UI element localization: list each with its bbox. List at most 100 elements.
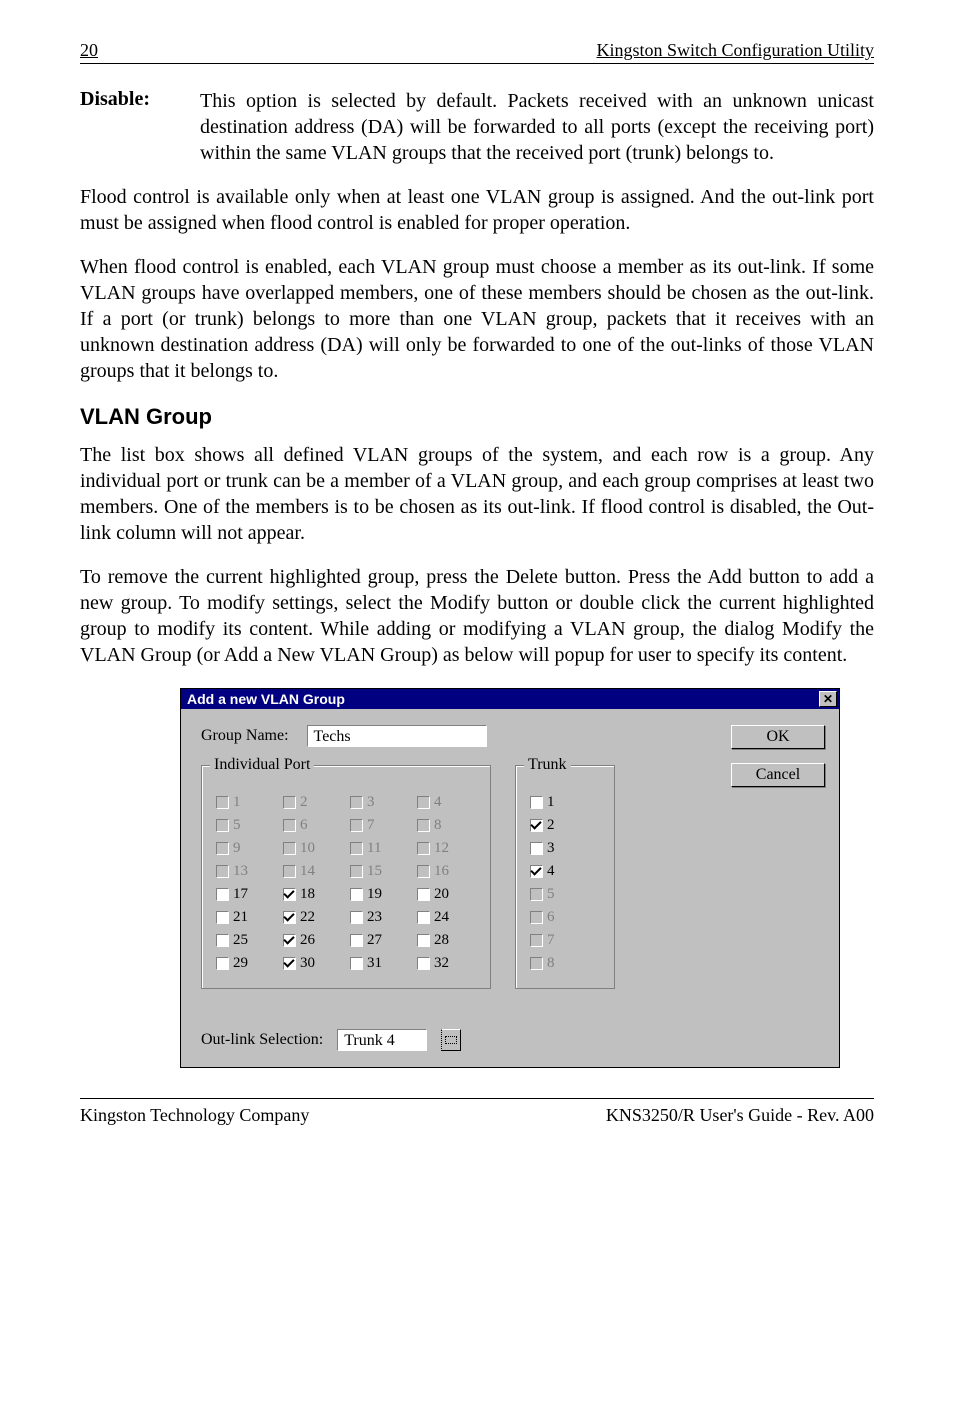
- checkbox-label: 3: [547, 840, 555, 857]
- checkbox-box[interactable]: [350, 957, 363, 970]
- checkbox-box: [530, 888, 543, 901]
- checkbox-box[interactable]: [530, 865, 543, 878]
- checkbox-label: 10: [300, 840, 315, 857]
- checkbox-box[interactable]: [216, 888, 229, 901]
- outlink-label: Out-link Selection:: [201, 1031, 323, 1049]
- port-checkbox-32[interactable]: 32: [417, 955, 476, 972]
- paragraph: The list box shows all defined VLAN grou…: [80, 442, 874, 546]
- fieldset-trunk: Trunk 12345678: [515, 765, 615, 989]
- checkbox-label: 23: [367, 909, 382, 926]
- port-checkbox-17[interactable]: 17: [216, 886, 275, 903]
- checkbox-box[interactable]: [530, 796, 543, 809]
- port-checkbox-16: 16: [417, 863, 476, 880]
- checkbox-box: [216, 842, 229, 855]
- checkbox-box: [417, 865, 430, 878]
- checkbox-box[interactable]: [530, 842, 543, 855]
- port-checkbox-19[interactable]: 19: [350, 886, 409, 903]
- port-checkbox-31[interactable]: 31: [350, 955, 409, 972]
- checkbox-box: [417, 842, 430, 855]
- checkbox-label: 29: [233, 955, 248, 972]
- checkbox-label: 24: [434, 909, 449, 926]
- page-footer: Kingston Technology Company KNS3250/R Us…: [80, 1098, 874, 1126]
- port-checkbox-25[interactable]: 25: [216, 932, 275, 949]
- trunk-checkbox-8: 8: [530, 955, 600, 972]
- checkbox-label: 25: [233, 932, 248, 949]
- checkbox-label: 31: [367, 955, 382, 972]
- checkbox-box[interactable]: [417, 957, 430, 970]
- checkbox-box[interactable]: [283, 957, 296, 970]
- port-checkbox-28[interactable]: 28: [417, 932, 476, 949]
- checkbox-box: [216, 819, 229, 832]
- checkbox-box[interactable]: [216, 957, 229, 970]
- port-checkbox-18[interactable]: 18: [283, 886, 342, 903]
- close-icon[interactable]: ✕: [819, 691, 837, 707]
- port-checkbox-23[interactable]: 23: [350, 909, 409, 926]
- checkbox-box: [216, 865, 229, 878]
- trunk-checkbox-3[interactable]: 3: [530, 840, 600, 857]
- outlink-input[interactable]: Trunk 4: [337, 1029, 427, 1051]
- checkbox-box[interactable]: [417, 934, 430, 947]
- page-number: 20: [80, 40, 98, 61]
- port-checkbox-2: 2: [283, 794, 342, 811]
- port-checkbox-7: 7: [350, 817, 409, 834]
- checkbox-box[interactable]: [350, 934, 363, 947]
- checkbox-box[interactable]: [283, 911, 296, 924]
- checkbox-label: 19: [367, 886, 382, 903]
- checkbox-label: 7: [547, 932, 555, 949]
- trunk-checkbox-5: 5: [530, 886, 600, 903]
- group-name-input[interactable]: Techs: [307, 725, 487, 747]
- checkbox-label: 2: [300, 794, 308, 811]
- header-title: Kingston Switch Configuration Utility: [597, 40, 875, 61]
- checkbox-label: 11: [367, 840, 381, 857]
- trunk-checkbox-1[interactable]: 1: [530, 794, 600, 811]
- checkbox-box: [530, 957, 543, 970]
- port-checkbox-20[interactable]: 20: [417, 886, 476, 903]
- ok-button[interactable]: OK: [731, 725, 825, 749]
- paragraph: Flood control is available only when at …: [80, 184, 874, 236]
- port-checkbox-1: 1: [216, 794, 275, 811]
- checkbox-box[interactable]: [283, 888, 296, 901]
- port-checkbox-12: 12: [417, 840, 476, 857]
- port-checkbox-6: 6: [283, 817, 342, 834]
- checkbox-label: 2: [547, 817, 555, 834]
- checkbox-box[interactable]: [350, 911, 363, 924]
- dialog-add-vlan-group: Add a new VLAN Group ✕ Group Name: Techs…: [180, 688, 840, 1068]
- checkbox-box[interactable]: [350, 888, 363, 901]
- checkbox-box: [283, 865, 296, 878]
- checkbox-label: 8: [547, 955, 555, 972]
- checkbox-box[interactable]: [530, 819, 543, 832]
- port-checkbox-24[interactable]: 24: [417, 909, 476, 926]
- paragraph: To remove the current highlighted group,…: [80, 564, 874, 668]
- checkbox-label: 18: [300, 886, 315, 903]
- checkbox-box[interactable]: [216, 911, 229, 924]
- dropdown-button[interactable]: [441, 1029, 461, 1051]
- definition-term: Disable:: [80, 88, 200, 166]
- checkbox-label: 32: [434, 955, 449, 972]
- port-checkbox-29[interactable]: 29: [216, 955, 275, 972]
- trunk-checkbox-4[interactable]: 4: [530, 863, 600, 880]
- fieldset-individual-port: Individual Port 123456789101112131415161…: [201, 765, 491, 989]
- trunk-checkbox-2[interactable]: 2: [530, 817, 600, 834]
- checkbox-label: 6: [300, 817, 308, 834]
- port-checkbox-21[interactable]: 21: [216, 909, 275, 926]
- checkbox-box[interactable]: [216, 934, 229, 947]
- checkbox-box[interactable]: [283, 934, 296, 947]
- port-checkbox-27[interactable]: 27: [350, 932, 409, 949]
- checkbox-box[interactable]: [417, 888, 430, 901]
- checkbox-label: 28: [434, 932, 449, 949]
- checkbox-label: 4: [547, 863, 555, 880]
- port-checkbox-14: 14: [283, 863, 342, 880]
- checkbox-box: [350, 796, 363, 809]
- port-checkbox-26[interactable]: 26: [283, 932, 342, 949]
- checkbox-label: 13: [233, 863, 248, 880]
- port-checkbox-22[interactable]: 22: [283, 909, 342, 926]
- cancel-button[interactable]: Cancel: [731, 763, 825, 787]
- fieldset-legend: Trunk: [524, 756, 571, 774]
- port-checkbox-30[interactable]: 30: [283, 955, 342, 972]
- checkbox-label: 9: [233, 840, 241, 857]
- checkbox-label: 5: [547, 886, 555, 903]
- checkbox-box: [283, 796, 296, 809]
- checkbox-box[interactable]: [417, 911, 430, 924]
- checkbox-label: 26: [300, 932, 315, 949]
- page-header: 20 Kingston Switch Configuration Utility: [80, 40, 874, 64]
